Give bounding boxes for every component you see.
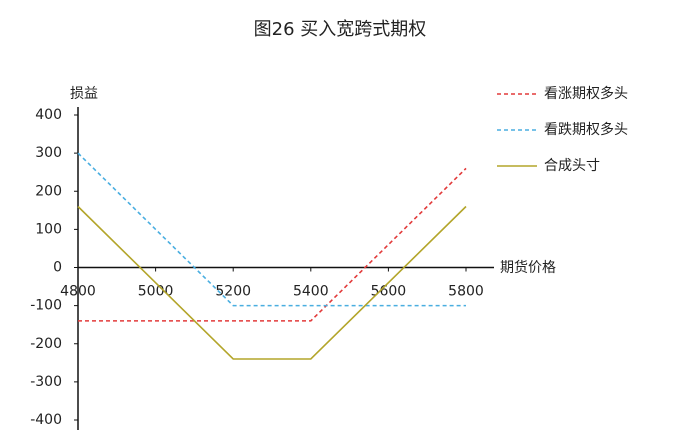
- y-tick-label: 300: [35, 145, 62, 161]
- y-axis-label: 损益: [70, 86, 98, 102]
- x-tick-label: 5000: [138, 284, 174, 300]
- x-tick-label: 5400: [293, 284, 329, 300]
- x-tick-label: 5200: [215, 284, 251, 300]
- x-tick-label: 5800: [448, 284, 484, 300]
- chart-title: 图26 买入宽跨式期权: [254, 19, 427, 40]
- y-tick-label: -300: [30, 374, 62, 390]
- legend-label: 看跌期权多头: [544, 121, 628, 138]
- y-tick-label: -400: [30, 412, 62, 428]
- x-tick-label: 5600: [371, 284, 407, 300]
- legend-label: 看涨期权多头: [544, 85, 628, 102]
- x-tick-label: 4800: [60, 284, 96, 300]
- x-axis-label: 期货价格: [500, 259, 556, 276]
- series-line: [77, 152, 466, 307]
- series-line: [78, 167, 467, 322]
- y-tick-label: 100: [35, 221, 62, 237]
- y-tick-label: -200: [30, 336, 62, 352]
- y-tick-label: 0: [53, 260, 62, 276]
- y-tick-label: 200: [35, 183, 62, 199]
- y-tick-label: 400: [35, 107, 62, 123]
- series-line: [77, 205, 467, 360]
- y-tick-label: -100: [30, 298, 62, 314]
- legend-label: 合成头寸: [544, 158, 600, 174]
